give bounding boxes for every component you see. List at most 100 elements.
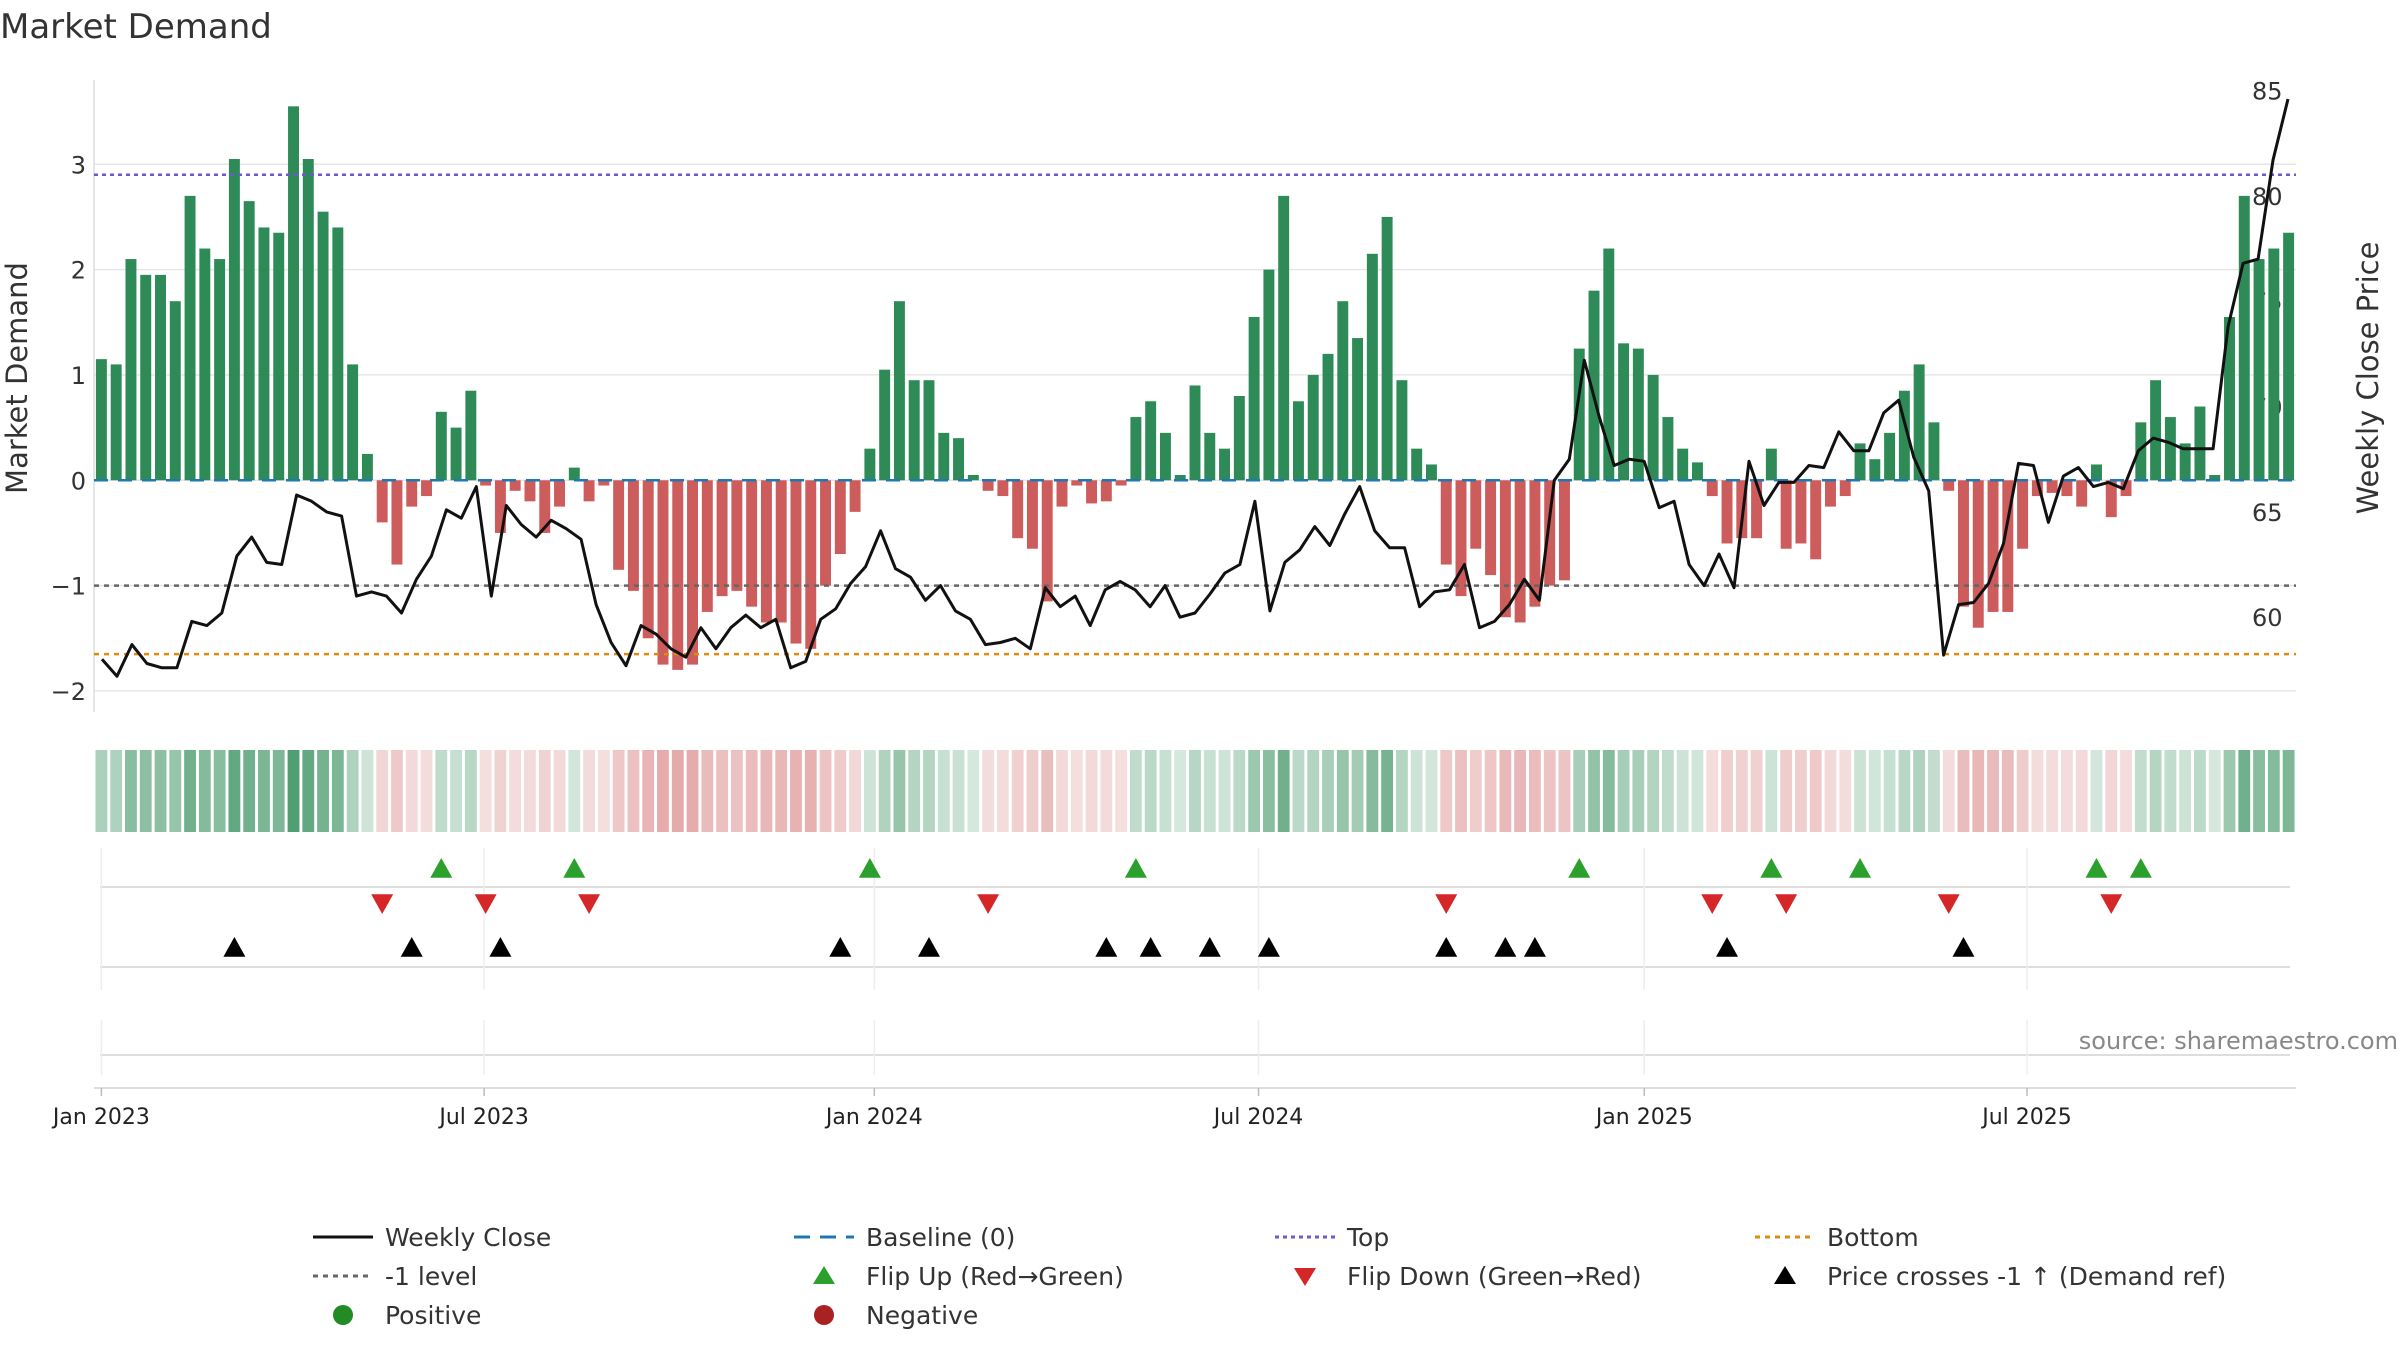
demand-bar (1603, 248, 1615, 481)
demand-bar (125, 259, 137, 481)
demand-strip-cell (2134, 750, 2147, 832)
demand-strip-cell (1248, 750, 1261, 832)
demand-bar (1928, 422, 1940, 481)
demand-strip-cell (405, 750, 418, 832)
demand-bar (1130, 417, 1142, 481)
demand-strip-cell (2149, 750, 2162, 832)
demand-strip-cell (1765, 750, 1778, 832)
demand-bar (2283, 232, 2295, 481)
price-cross-marker (1257, 937, 1280, 957)
demand-bar (2238, 195, 2250, 481)
demand-strip-cell (139, 750, 152, 832)
demand-strip-cell (804, 750, 817, 832)
flip-down-marker (1701, 894, 1724, 914)
demand-bar (893, 301, 905, 481)
demand-strip-cell (1735, 750, 1748, 832)
demand-bar (716, 480, 728, 597)
demand-strip-cell (2179, 750, 2192, 832)
demand-strip-cell (1085, 750, 1098, 832)
demand-strip-cell (1159, 750, 1172, 832)
demand-strip-cell (1026, 750, 1039, 832)
demand-bar (908, 380, 920, 481)
demand-strip-cell (1647, 750, 1660, 832)
demand-bar (1366, 253, 1378, 481)
demand-strip-cell (1942, 750, 1955, 832)
y-right-tick-label: 85 (2252, 78, 2283, 106)
demand-bar (524, 480, 536, 502)
demand-strip-cell (1676, 750, 1689, 832)
demand-strip-cell (2075, 750, 2088, 832)
demand-strip-cell (2046, 750, 2059, 832)
demand-bar (642, 480, 654, 639)
flip-down-marker (578, 894, 601, 914)
demand-strip-cell (1277, 750, 1290, 832)
demand-strip-cell (2238, 750, 2251, 832)
demand-bar (155, 274, 166, 481)
demand-bar (1514, 480, 1526, 623)
demand-strip-cell (1898, 750, 1911, 832)
demand-strip-cell (657, 750, 669, 832)
demand-strip-cell (435, 750, 448, 832)
flip-up-marker (2085, 858, 2108, 878)
demand-strip-cell (1351, 750, 1364, 832)
demand-bar (110, 364, 122, 481)
demand-bar (864, 448, 876, 481)
demand-bar (509, 480, 521, 491)
demand-strip-cell (878, 750, 891, 832)
demand-bar (1100, 480, 1112, 502)
demand-strip-cell (863, 750, 876, 832)
demand-strip-cell (1662, 750, 1674, 832)
demand-strip-cell (213, 750, 226, 832)
demand-bar (731, 480, 743, 591)
x-tick-label: Jul 2025 (1980, 1105, 2072, 1130)
demand-bar (1263, 269, 1275, 481)
demand-strip-cell (494, 750, 507, 832)
demand-strip-cell (686, 750, 699, 832)
demand-strip-cell (2120, 750, 2132, 832)
demand-strip-cell (95, 750, 108, 832)
demand-bar (2120, 480, 2132, 497)
y-right-tick-label: 60 (2252, 604, 2283, 632)
demand-bar (2150, 380, 2162, 481)
demand-bar (288, 106, 299, 481)
demand-bar (849, 480, 861, 512)
demand-bar (2179, 443, 2191, 481)
y-left-tick-label: 1 (71, 362, 86, 390)
demand-strip-cell (1129, 750, 1142, 832)
demand-strip-cell (819, 750, 832, 832)
demand-strip-cell (1928, 750, 1940, 832)
demand-bar (1159, 432, 1171, 481)
legend-swatch-flip-down (1294, 1268, 1316, 1286)
demand-bar (1898, 390, 1910, 481)
demand-strip-cell (317, 750, 329, 832)
x-tick-label: Jul 2023 (437, 1105, 529, 1130)
demand-bar (332, 227, 344, 481)
demand-strip-cell (1573, 750, 1586, 832)
demand-strip-cell (125, 750, 137, 832)
legend-label: Weekly Close (385, 1223, 551, 1252)
demand-bar (1987, 480, 1999, 612)
price-cross-marker (1095, 937, 1118, 957)
demand-strip-cell (1336, 750, 1349, 832)
price-cross-marker (1952, 937, 1975, 957)
demand-bar (258, 227, 270, 481)
demand-bar (1958, 480, 1969, 607)
demand-strip-cell (1322, 750, 1334, 832)
demand-strip-cell (2016, 750, 2029, 832)
flip-down-marker (977, 894, 1000, 914)
demand-strip-cell (937, 750, 950, 832)
demand-strip-cell (849, 750, 862, 832)
demand-bar (627, 480, 639, 591)
demand-strip-cell (1617, 750, 1630, 832)
demand-bar (1913, 364, 1925, 481)
demand-bar (1780, 480, 1792, 549)
demand-bar (1189, 385, 1201, 481)
demand-bar (480, 480, 492, 486)
flip-up-marker (1124, 858, 1147, 878)
demand-bar (1632, 348, 1644, 481)
demand-bar (2017, 480, 2029, 549)
demand-strip-cell (1144, 750, 1157, 832)
flip-down-marker (2100, 894, 2123, 914)
demand-strip-cell (1868, 750, 1881, 832)
price-cross-marker (829, 937, 852, 957)
